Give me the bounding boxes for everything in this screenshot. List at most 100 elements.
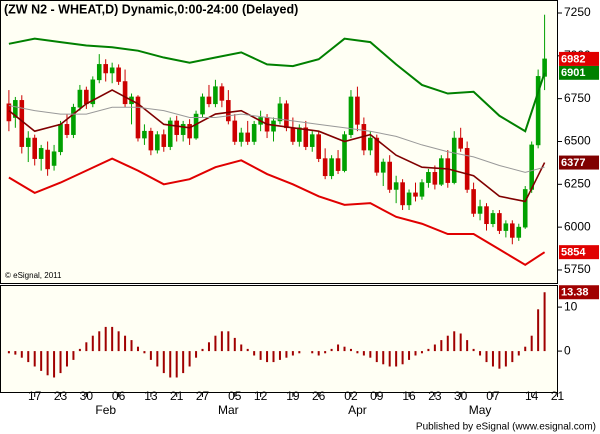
histogram-bar [298,351,301,354]
histogram-bar [382,351,385,365]
candle-body [484,206,489,225]
histogram-bar [427,348,430,352]
candle-body [187,124,192,139]
histogram-bar [511,351,514,363]
histogram-bar [227,331,230,352]
histogram-bar [143,351,146,354]
histogram-bar [491,351,494,367]
candle-body [180,124,186,135]
value-tag: 6377 [561,157,585,169]
value-tag-box [559,245,599,260]
candle-body [426,172,431,183]
candle-body [155,134,160,151]
histogram-bar [207,342,210,352]
candle-body [335,158,341,171]
candle-body [316,134,321,159]
histogram-bar [337,344,340,352]
histogram-bar [98,331,101,352]
candle-body [277,103,283,122]
histogram-bar [20,351,23,358]
histogram-bar [266,351,269,363]
candle-body [238,132,244,142]
x-tick-label: 21 [170,389,184,403]
candle-body [355,96,360,125]
footer: Published by eSignal (www.esignal.com) [416,422,596,433]
value-tag-box [559,155,599,170]
candle-body [219,86,225,101]
histogram-bar [111,326,114,352]
histogram-bar [433,344,436,352]
candle-body [135,96,141,139]
histogram-bar [162,351,165,374]
histogram-bar [130,340,133,352]
x-tick-label: 23 [54,389,68,403]
candle-body [309,134,315,147]
histogram-bar [233,337,236,352]
histogram-bar [169,351,172,378]
histogram-bar [498,351,501,369]
histogram-bar [278,351,281,360]
candle-body [226,100,231,122]
candle-body [77,89,83,108]
histogram-bar [14,351,17,355]
histogram-bar [85,342,88,352]
candle-body [342,134,347,171]
y-tick-label: 0 [564,343,571,357]
y-tick-label: 5750 [564,262,591,276]
x-tick-label: 06 [112,389,126,403]
x-tick-label: 05 [228,389,242,403]
month-label: Feb [95,403,116,417]
x-tick-label: 17 [28,389,42,403]
histogram-bar [65,351,68,367]
candle-body [348,96,354,135]
candle-body [510,223,515,238]
histogram-bar [324,351,327,354]
indicator-line [8,105,545,173]
candle-body [297,127,302,142]
histogram-bar [149,351,152,360]
candle-body [213,86,218,105]
candle-body [109,67,115,74]
candle-body [322,158,328,177]
candle-body [387,161,392,190]
histogram-bar [124,335,127,352]
histogram-bar [375,351,378,363]
x-tick-label: 02 [344,389,358,403]
histogram-bar [136,346,139,352]
histogram-bar [395,351,398,367]
histogram-bar [349,348,352,352]
candle-body [419,182,425,197]
candle-body [522,189,528,228]
candle-body [464,148,470,190]
value-tag-box [559,285,599,300]
histogram-bar [388,351,391,367]
candle-body [284,103,289,129]
histogram-bar [291,351,294,356]
candle-body [32,137,38,159]
histogram-bar [78,348,81,352]
candle-body [432,172,438,185]
histogram-bar [543,292,546,352]
histogram-bar [46,351,49,376]
histogram-bar [188,351,191,367]
value-tag: 6901 [561,67,585,79]
histogram-bar [317,351,320,356]
candle-body [200,96,205,115]
histogram-bar [7,351,10,354]
candle-body [535,76,541,146]
candle-body [490,213,496,225]
candle-body [497,213,502,231]
histogram-bar [466,340,469,352]
histogram-bar [259,351,262,360]
y-tick-label: 6250 [564,176,591,190]
x-tick-label: 16 [402,389,416,403]
histogram-bar [72,351,75,360]
y-tick-label: 7250 [564,5,591,19]
histogram-bar [285,351,288,358]
candle-body [122,81,128,105]
candle-body [251,124,257,142]
histogram-bar [453,331,456,352]
x-tick-label: 21 [551,389,565,403]
x-tick-label: 26 [312,389,326,403]
